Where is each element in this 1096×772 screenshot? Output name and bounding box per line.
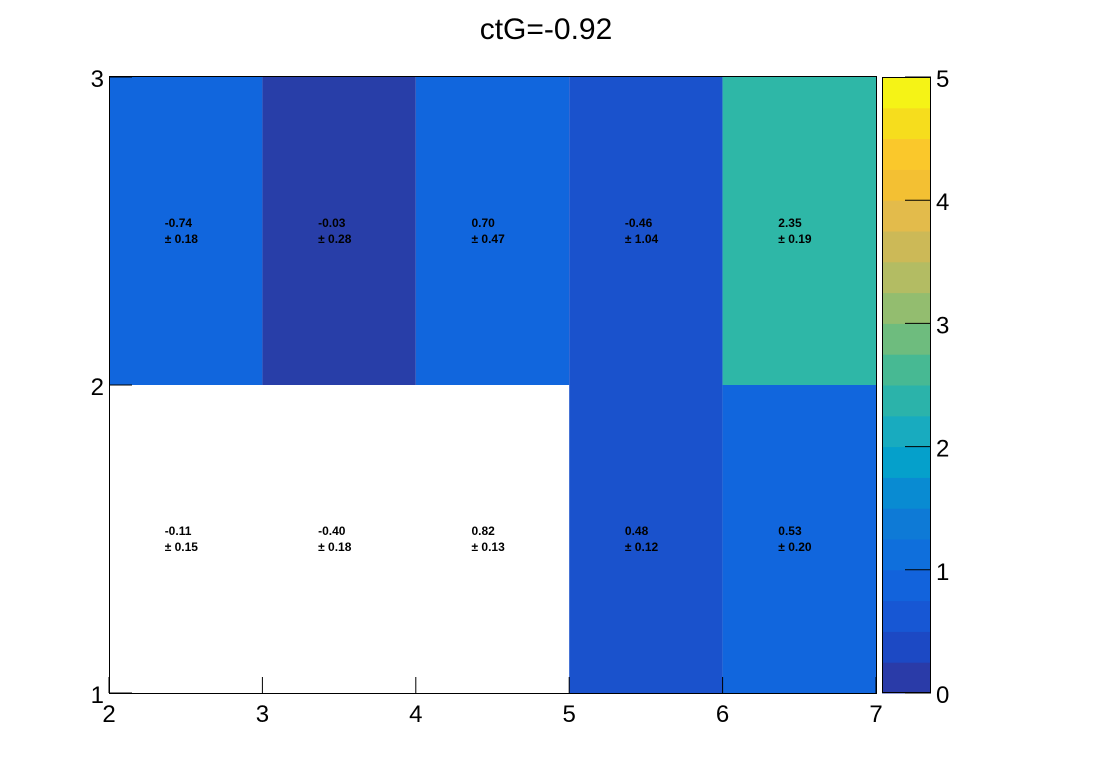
colorbar-band (882, 415, 931, 448)
heatmap-cell (569, 385, 723, 693)
colorbar-band (882, 446, 931, 478)
cell-value-label: 0.70 (472, 216, 496, 230)
cell-value-label: -0.11 (165, 524, 192, 538)
colorbar-band (882, 77, 931, 109)
cell-value-label: -0.74 (165, 216, 193, 230)
colorbar-band (882, 200, 931, 232)
colorbar-band (882, 385, 931, 417)
cell-value-label: -0.40 (318, 524, 346, 538)
colorbar-band (882, 292, 931, 324)
colorbar-band (882, 107, 931, 140)
colorbar-band (882, 569, 931, 602)
colorbar-band (882, 539, 931, 571)
cell-error-label: ± 0.12 (625, 540, 659, 554)
heatmap-cell (262, 77, 416, 385)
cell-error-label: ± 0.28 (318, 232, 352, 246)
cell-value-label: 0.48 (625, 524, 649, 538)
colorbar-tick-label: 0 (936, 682, 949, 709)
heatmap-cell (109, 385, 263, 693)
cell-labels: -0.74 ± 0.18 -0.03 ± 0.28 0.70 ± 0.47 -0.46 ± 1… (165, 216, 812, 554)
colorbar-band (882, 508, 931, 540)
cell-value-label: 2.35 (778, 216, 802, 230)
heatmap-cell (722, 77, 876, 385)
colorbar-tick-label: 1 (936, 559, 949, 586)
colorbar-band (882, 477, 931, 509)
x-tick-label: 4 (409, 701, 422, 728)
heatmap-cell (415, 385, 570, 693)
colorbar-tick-label: 4 (936, 189, 949, 216)
colorbar-band (882, 169, 931, 201)
colorbar-tick-label: 2 (936, 436, 949, 463)
colorbar-band (882, 662, 931, 694)
heatmap-cell (109, 77, 263, 385)
colorbar-tick-label: 3 (936, 312, 949, 339)
x-tick-label: 5 (563, 701, 576, 728)
cell-error-label: ± 0.18 (165, 232, 199, 246)
colorbar-tick-label: 5 (936, 66, 949, 93)
x-tick-label: 3 (256, 701, 269, 728)
cell-error-label: ± 0.20 (778, 540, 812, 554)
x-tick-label: 6 (716, 701, 729, 728)
colorbar: 0 1 2 3 4 5 (882, 66, 949, 709)
y-tick-label: 2 (91, 374, 104, 401)
cell-value-label: 0.82 (472, 524, 496, 538)
cell-value-label: -0.46 (625, 216, 653, 230)
cell-error-label: ± 0.13 (472, 540, 506, 554)
colorbar-band (882, 138, 931, 170)
heatmap-cells (109, 77, 876, 693)
colorbar-band (882, 261, 931, 294)
y-tick-label: 3 (91, 66, 104, 93)
x-tick-label: 2 (102, 701, 115, 728)
cell-value-label: 0.53 (778, 524, 802, 538)
y-axis: 1 2 3 (91, 66, 132, 709)
heatmap-cell (722, 385, 876, 693)
chart-title: ctG=-0.92 (480, 13, 613, 46)
colorbar-band (882, 600, 931, 632)
cell-value-label: -0.03 (318, 216, 346, 230)
colorbar-band (882, 323, 931, 355)
heatmap-cell (262, 385, 416, 693)
colorbar-band (882, 354, 931, 386)
heatmap-cell (415, 77, 570, 385)
cell-error-label: ± 1.04 (625, 232, 659, 246)
heatmap-cell (569, 77, 723, 385)
y-tick-label: 1 (91, 682, 104, 709)
cell-error-label: ± 0.19 (778, 232, 812, 246)
cell-error-label: ± 0.15 (165, 540, 199, 554)
colorbar-band (882, 231, 931, 263)
x-axis: 2 3 4 5 6 7 (102, 677, 883, 728)
x-tick-label: 7 (869, 701, 882, 728)
colorbar-band (882, 631, 931, 663)
cell-error-label: ± 0.47 (472, 232, 506, 246)
cell-error-label: ± 0.18 (318, 540, 352, 554)
